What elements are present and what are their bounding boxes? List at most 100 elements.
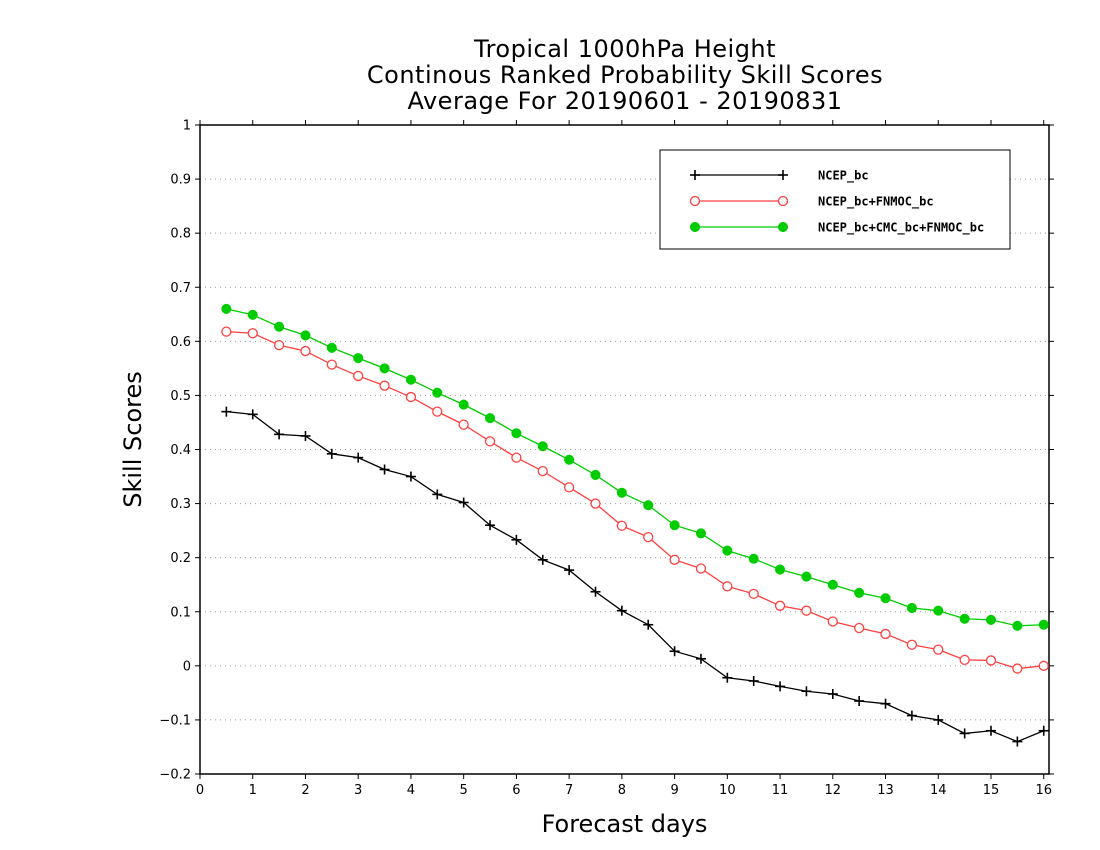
data-point: [669, 646, 680, 657]
legend-label: NCEP_bc: [818, 169, 869, 184]
chart-title-line-3: Average For 20190601 - 20190831: [407, 87, 843, 115]
data-point: [458, 399, 469, 410]
data-point: [748, 588, 759, 600]
data-point: [985, 725, 996, 736]
data-point: [221, 326, 232, 337]
data-point: [326, 359, 337, 370]
data-point: [511, 534, 522, 545]
x-tick-label: 10: [719, 783, 736, 798]
data-point: [933, 714, 944, 725]
data-point: [748, 553, 759, 564]
data-point: [274, 429, 285, 440]
y-tick-label: 0.6: [170, 335, 191, 350]
data-point: [695, 528, 707, 539]
data-point: [432, 406, 443, 417]
data-point: [1038, 619, 1049, 630]
x-tick-label: 4: [407, 783, 415, 798]
y-tick-label: 1: [183, 119, 191, 134]
legend-marker: [777, 195, 789, 207]
legend: NCEP_bc NCEP_bc+FNMOC_bc NCEP_bc+CMC_bc+FN…: [659, 149, 1011, 250]
x-tick-label: 0: [196, 783, 204, 798]
data-point: [722, 581, 733, 592]
legend-marker: [689, 221, 701, 233]
data-point: [405, 471, 416, 482]
y-tick-label: 0.9: [170, 173, 191, 188]
data-point: [353, 353, 364, 364]
data-point: [590, 469, 601, 480]
data-point: [695, 653, 706, 664]
data-point: [247, 328, 258, 339]
data-point: [959, 654, 970, 666]
y-tick-label: 0.5: [170, 389, 191, 404]
data-point: [353, 452, 364, 463]
y-tick-label: −0.1: [159, 713, 191, 728]
legend-item: NCEP_bc: [690, 169, 869, 184]
data-point: [221, 406, 232, 417]
data-point: [300, 345, 311, 357]
data-point: [511, 452, 522, 463]
y-tick-label: 0.8: [170, 227, 191, 242]
data-point: [933, 644, 944, 655]
data-point: [379, 363, 390, 374]
data-point: [616, 520, 628, 531]
data-point: [485, 520, 496, 531]
data-point: [1012, 736, 1023, 747]
data-point: [775, 564, 786, 575]
data-point: [959, 728, 970, 739]
data-point: [854, 695, 865, 706]
data-point: [643, 531, 654, 543]
x-tick-label: 13: [877, 783, 894, 798]
data-point: [405, 391, 417, 403]
data-point: [643, 500, 654, 511]
data-point: [643, 619, 654, 630]
data-point: [1038, 660, 1049, 671]
x-tick-label: 7: [565, 783, 573, 798]
y-tick-label: 0.1: [170, 605, 191, 620]
data-point: [326, 342, 337, 353]
data-point: [906, 602, 917, 614]
series-2: [221, 303, 1049, 631]
data-point: [484, 413, 496, 424]
legend-item: NCEP_bc+CMC_bc+FNMOC_bc: [689, 221, 984, 236]
data-point: [854, 587, 865, 598]
x-tick-label: 11: [772, 783, 789, 798]
data-point: [300, 430, 311, 441]
legend-marker: [778, 170, 788, 180]
data-point: [827, 579, 838, 590]
data-point: [801, 605, 812, 616]
data-point: [854, 622, 865, 634]
data-point: [906, 710, 917, 721]
data-point: [353, 370, 364, 382]
x-tick-label: 5: [460, 783, 468, 798]
x-tick-label: 8: [618, 783, 626, 798]
data-point: [247, 409, 258, 420]
data-point: [616, 605, 627, 616]
tick-labels: −0.2−0.100.10.20.30.40.50.60.70.80.910 1 2…: [159, 119, 1052, 799]
x-tick-label: 6: [512, 783, 520, 798]
data-point: [722, 545, 733, 556]
data-point: [405, 374, 416, 385]
y-tick-label: 0.7: [170, 281, 191, 296]
y-axis-title: Skill Scores: [119, 371, 147, 508]
data-point: [880, 628, 891, 640]
data-point: [801, 571, 812, 582]
data-point: [1038, 725, 1049, 736]
data-point: [695, 563, 707, 574]
data-point: [563, 482, 575, 493]
data-point: [590, 586, 601, 597]
series-0: [221, 406, 1049, 747]
legend-marker: [690, 170, 700, 180]
data-point: [511, 428, 522, 439]
data-point: [985, 614, 997, 625]
data-point: [669, 520, 680, 531]
grid-lines: [200, 178, 1049, 721]
legend-marker: [689, 195, 701, 207]
data-point: [432, 387, 443, 398]
data-point: [273, 339, 285, 351]
data-point: [564, 565, 575, 576]
data-point: [906, 639, 918, 650]
data-point: [379, 380, 390, 391]
legend-marker: [777, 221, 789, 233]
x-tick-label: 16: [1035, 783, 1052, 798]
